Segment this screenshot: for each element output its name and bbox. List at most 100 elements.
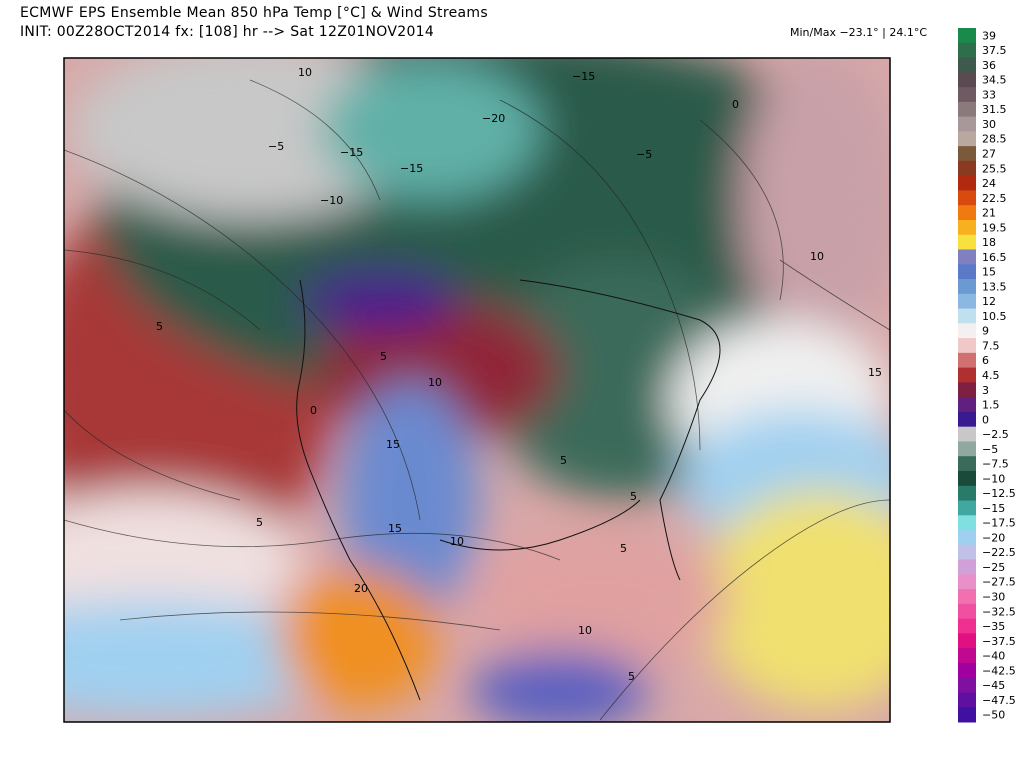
legend-swatch: [958, 42, 976, 59]
contour-label: 10: [450, 535, 464, 548]
legend-label: 18: [982, 236, 996, 249]
legend-label: 28.5: [982, 133, 1007, 146]
contour-label: 5: [620, 542, 627, 555]
legend-swatch: [958, 352, 976, 369]
legend-label: −12.5: [982, 487, 1016, 500]
init-line: INIT: 00Z28OCT2014 fx: [108] hr --> Sat …: [20, 24, 435, 40]
legend-swatch: [958, 441, 976, 457]
contour-label: 5: [156, 320, 163, 333]
legend-label: 16.5: [982, 251, 1007, 264]
legend-swatch: [958, 530, 976, 546]
legend-swatch: [958, 677, 976, 693]
legend-swatch: [958, 411, 976, 428]
legend-label: −47.5: [982, 694, 1016, 707]
contour-label: 0: [310, 404, 317, 417]
legend-swatch: [958, 205, 976, 221]
contour-label: 20: [354, 582, 368, 595]
legend-label: 34.5: [982, 74, 1007, 87]
legend-label: −5: [982, 443, 998, 456]
contour-labels: 10 −15 −20 −15 −15 −10 −5 −5 10 5 5 10 1…: [156, 66, 882, 683]
legend-label: −10: [982, 472, 1005, 485]
legend-label: 27: [982, 148, 996, 161]
contour-label: 15: [386, 438, 400, 451]
contour-label: 10: [578, 624, 592, 637]
coastlines: [296, 279, 721, 701]
legend-swatch: [958, 618, 976, 634]
map-frame: [63, 57, 891, 723]
contour-label: −15: [572, 70, 595, 83]
legend-swatch: [958, 190, 976, 206]
legend-swatch: [958, 633, 976, 649]
legend-swatch: [958, 264, 976, 280]
legend-swatch: [958, 470, 976, 487]
contour-label: 10: [428, 376, 442, 389]
legend-swatch: [958, 28, 976, 44]
legend-swatch: [958, 175, 976, 191]
legend-swatch: [958, 485, 976, 502]
legend-swatch: [958, 574, 976, 590]
legend-swatch: [958, 692, 976, 708]
legend-swatch: [958, 116, 976, 132]
legend-swatch: [958, 146, 976, 162]
legend-label: −17.5: [982, 517, 1016, 530]
legend-label: 31.5: [982, 103, 1007, 116]
legend-swatch: [958, 603, 976, 620]
contour-label: 10: [298, 66, 312, 79]
legend-label: 37.5: [982, 44, 1007, 57]
legend-label: 21: [982, 207, 996, 220]
legend-swatch: [958, 367, 976, 383]
legend-swatch: [958, 72, 976, 88]
legend-label: −20: [982, 531, 1005, 544]
temperature-field: [64, 58, 890, 722]
legend-label: 25.5: [982, 162, 1007, 175]
legend-label: −40: [982, 650, 1005, 663]
contour-label: 15: [868, 366, 882, 379]
legend-label: 19.5: [982, 221, 1007, 234]
legend-label: 33: [982, 88, 996, 101]
legend-label: 3: [982, 384, 989, 397]
legend-swatch: [958, 131, 976, 147]
contour-label: 5: [380, 350, 387, 363]
legend-swatch: [958, 648, 976, 664]
legend-swatch: [958, 515, 976, 531]
contour-label: −5: [268, 140, 284, 153]
min-max: Min/Max −23.1° | 24.1°C: [790, 26, 928, 39]
legend-swatch: [958, 559, 976, 575]
contour-label: 5: [630, 490, 637, 503]
legend-label: 6: [982, 354, 989, 367]
contour-label: 15: [388, 522, 402, 535]
legend-swatch: [958, 279, 976, 295]
colorbar: 3937.53634.53331.53028.52725.52422.52119…: [958, 28, 1016, 723]
legend-label: −30: [982, 590, 1005, 603]
legend-swatch: [958, 544, 976, 561]
legend-label: −32.5: [982, 605, 1016, 618]
legend-label: −50: [982, 709, 1005, 722]
legend-label: 0: [982, 413, 989, 426]
legend-swatch: [958, 397, 976, 413]
legend-label: −42.5: [982, 664, 1016, 677]
legend-label: 9: [982, 325, 989, 338]
legend-label: 36: [982, 59, 996, 72]
legend-swatch: [958, 662, 976, 679]
legend-label: −25: [982, 561, 1005, 574]
legend-label: 15: [982, 266, 996, 279]
contour-label: −10: [320, 194, 343, 207]
legend-label: −37.5: [982, 635, 1016, 648]
legend-swatch: [958, 426, 976, 442]
legend-label: 13.5: [982, 280, 1007, 293]
legend-label: 24: [982, 177, 996, 190]
legend-label: −45: [982, 679, 1005, 692]
legend-label: 10.5: [982, 310, 1007, 323]
legend-swatch: [958, 57, 976, 73]
contour-label: 5: [256, 516, 263, 529]
legend-swatch: [958, 293, 976, 310]
legend-label: 12: [982, 295, 996, 308]
legend-swatch: [958, 323, 976, 339]
legend-label: 30: [982, 118, 996, 131]
contour-label: −5: [636, 148, 652, 161]
legend-label: 7.5: [982, 339, 1000, 352]
legend-swatch: [958, 382, 976, 398]
legend-label: −35: [982, 620, 1005, 633]
